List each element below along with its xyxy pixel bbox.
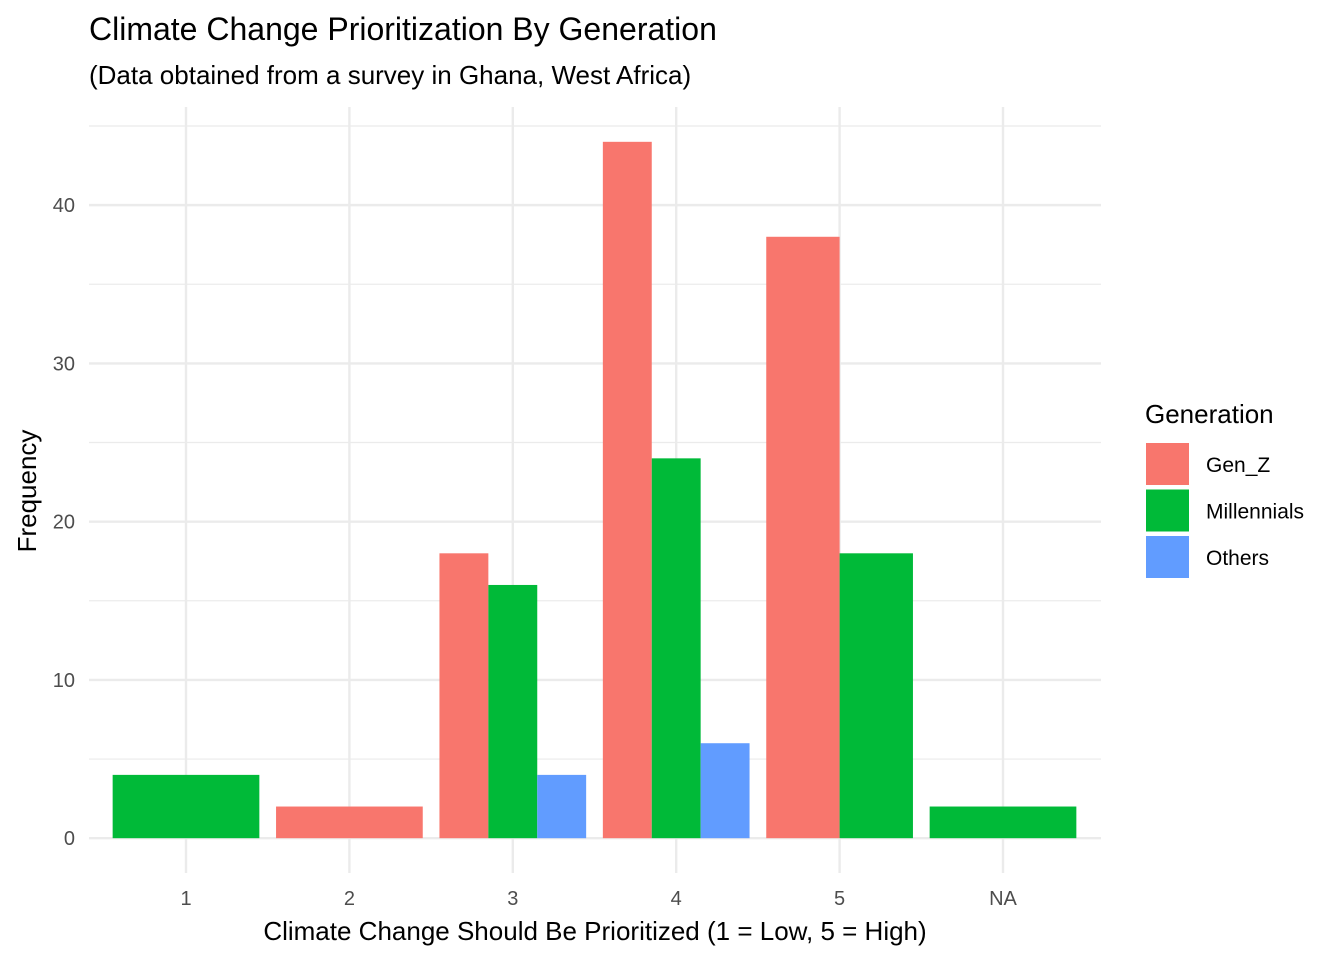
x-tick-label: 1 — [180, 888, 191, 910]
bar-gen-z-4 — [602, 141, 652, 839]
y-tick-label: 20 — [53, 512, 75, 534]
bar-millennials-3 — [488, 584, 538, 839]
legend-swatch-others — [1146, 536, 1189, 578]
y-tick-label: 0 — [64, 828, 75, 850]
x-tick-label: 2 — [344, 888, 355, 910]
y-tick-label: 40 — [53, 195, 75, 217]
y-axis-ticks: 0 10 20 30 40 — [53, 195, 75, 850]
x-tick-label: 4 — [671, 888, 682, 910]
legend-label: Millennials — [1206, 501, 1304, 524]
x-axis-ticks: 1 2 3 4 5 NA — [180, 888, 1017, 910]
x-tick-label: NA — [989, 888, 1017, 910]
x-tick-label: 5 — [834, 888, 845, 910]
y-tick-label: 10 — [53, 670, 75, 692]
legend-swatch-millennials — [1146, 489, 1189, 532]
bar-millennials-na — [929, 806, 1077, 839]
bar-gen-z-2 — [276, 806, 423, 839]
bar-others-4 — [700, 743, 750, 839]
bar-millennials-1 — [112, 774, 260, 839]
bar-gen-z-5 — [766, 236, 840, 839]
legend-label: Gen_Z — [1206, 454, 1270, 477]
legend: Generation Gen_Z Millennials Others — [1145, 399, 1304, 578]
chart-title: Climate Change Prioritization By Generat… — [89, 11, 717, 47]
bar-gen-z-3 — [439, 553, 489, 839]
legend-title: Generation — [1145, 399, 1274, 429]
y-axis-title: Frequency — [12, 430, 42, 553]
legend-swatch-gen-z — [1146, 443, 1189, 485]
legend-items: Gen_Z Millennials Others — [1146, 443, 1304, 578]
x-axis-title: Climate Change Should Be Prioritized (1 … — [263, 916, 926, 946]
chart-subtitle: (Data obtained from a survey in Ghana, W… — [89, 60, 691, 90]
legend-label: Others — [1206, 547, 1269, 570]
bar-millennials-5 — [839, 553, 913, 839]
bars — [112, 141, 1077, 839]
bar-millennials-4 — [651, 458, 701, 839]
y-tick-label: 30 — [53, 353, 75, 375]
bar-others-3 — [537, 774, 587, 839]
x-tick-label: 3 — [507, 888, 518, 910]
